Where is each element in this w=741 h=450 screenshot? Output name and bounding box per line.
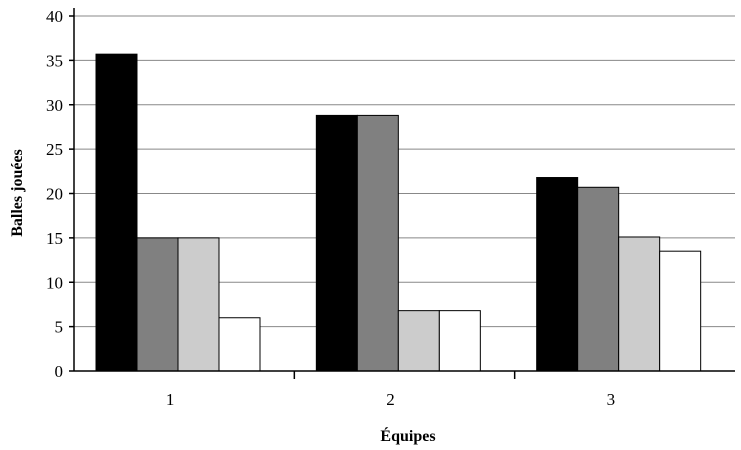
tick-labels: 0 5 10 15 20 25 30 35 40 1 2 3 <box>46 7 615 409</box>
bar <box>397 310 440 372</box>
bar <box>95 53 138 372</box>
y-tick-label: 30 <box>46 96 63 115</box>
x-tick-label: 2 <box>386 390 395 409</box>
bar <box>618 236 661 372</box>
y-axis-title: Balles jouées <box>9 149 26 237</box>
y-tick-label: 15 <box>46 229 63 248</box>
x-tick-label: 1 <box>166 390 175 409</box>
bar <box>177 237 220 372</box>
bar <box>536 177 579 372</box>
y-tick-label: 0 <box>55 362 64 381</box>
bar <box>438 310 481 372</box>
axes <box>69 8 735 379</box>
bar <box>356 114 399 372</box>
y-tick-label: 20 <box>46 185 63 204</box>
y-tick-label: 35 <box>46 51 63 70</box>
y-tick-label: 25 <box>46 140 63 159</box>
bar <box>315 114 358 372</box>
x-axis-title: Équipes <box>380 426 435 445</box>
x-tick-label: 3 <box>607 390 616 409</box>
bar <box>218 317 261 372</box>
y-tick-label: 40 <box>46 7 63 26</box>
y-tick-label: 5 <box>55 318 64 337</box>
bar <box>136 237 179 372</box>
bar <box>577 186 620 372</box>
bars <box>95 53 702 372</box>
y-tick-label: 10 <box>46 273 63 292</box>
bar <box>659 250 702 372</box>
